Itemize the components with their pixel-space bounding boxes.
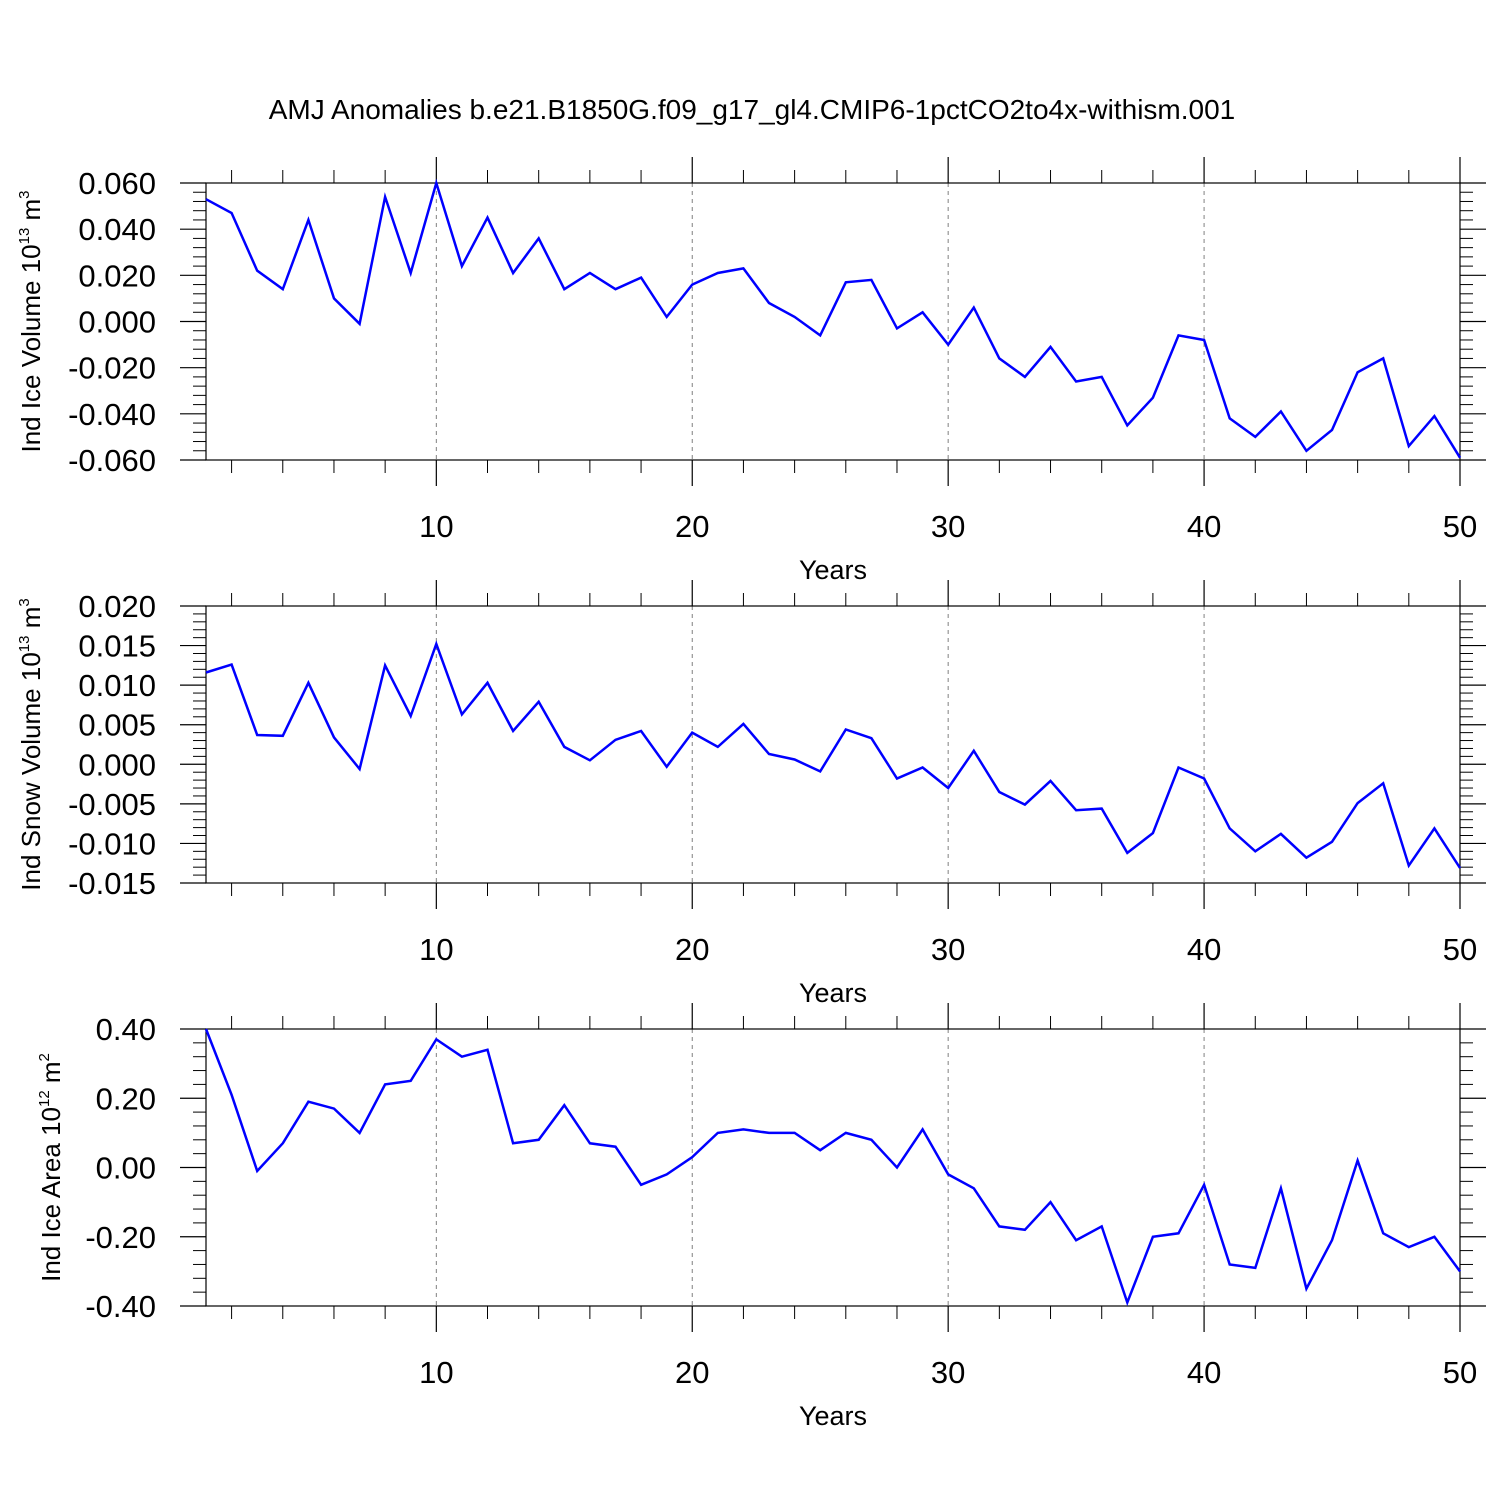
y-tick-label: 0.010	[78, 668, 156, 703]
y-tick-label: 0.000	[78, 305, 156, 340]
plot-frame	[205, 1028, 1461, 1307]
x-tick-label: 30	[931, 932, 965, 967]
x-axis-label: Years	[799, 978, 867, 1008]
y-tick-label: -0.015	[68, 866, 156, 901]
y-tick-label: 0.20	[96, 1081, 156, 1116]
y-tick-label: 0.060	[78, 166, 156, 201]
y-tick-label: -0.40	[85, 1289, 156, 1324]
x-tick-label: 30	[931, 1355, 965, 1390]
y-tick-label: 0.015	[78, 629, 156, 664]
x-axis-label: Years	[799, 1401, 867, 1431]
panel-3: 0.40 0.20 0.00 -0.20 -0.40 10 20 30 40 50 Years Ind…	[36, 1003, 1486, 1431]
x-tick-label: 50	[1443, 509, 1477, 544]
y-tick-label: 0.00	[96, 1151, 156, 1186]
y-axis-label: Ind Snow Volume 1013 m3	[16, 598, 46, 890]
x-axis-label: Years	[799, 555, 867, 585]
series-line	[204, 1028, 1462, 1307]
panel-2: 0.020 0.015 0.010 0.005 0.000 -0.005 -0.010 -0.…	[16, 580, 1486, 1008]
y-axis-label: Ind Ice Area 1012 m2	[36, 1053, 66, 1282]
x-tick-label: 40	[1187, 509, 1221, 544]
y-tick-label: -0.020	[68, 351, 156, 386]
y-tick-label: 0.040	[78, 212, 156, 247]
x-tick-label: 10	[419, 932, 453, 967]
y-tick-label: -0.20	[85, 1220, 156, 1255]
x-tick-label: 20	[675, 509, 709, 544]
x-tick-label: 10	[419, 509, 453, 544]
x-tick-label: 20	[675, 1355, 709, 1390]
y-tick-label: 0.000	[78, 747, 156, 782]
panel-1: 0.060 0.040 0.020 0.000 -0.020 -0.040 -0.060 10…	[16, 157, 1486, 585]
y-axis-label: Ind Ice Volume 1013 m3	[16, 190, 46, 452]
series-line	[205, 640, 1462, 869]
x-tick-label: 50	[1443, 1355, 1477, 1390]
x-tick-label: 20	[675, 932, 709, 967]
y-tick-label: -0.040	[68, 397, 156, 432]
x-tick-label: 50	[1443, 932, 1477, 967]
panels: 0.060 0.040 0.020 0.000 -0.020 -0.040 -0.060 10…	[16, 157, 1486, 1431]
plot-frame	[205, 605, 1461, 884]
x-tick-label: 40	[1187, 1355, 1221, 1390]
y-tick-label: 0.020	[78, 258, 156, 293]
x-tick-label: 30	[931, 509, 965, 544]
x-tick-label: 40	[1187, 932, 1221, 967]
y-tick-label: -0.060	[68, 443, 156, 478]
chart-title: AMJ Anomalies b.e21.B1850G.f09_g17_gl4.C…	[269, 94, 1236, 125]
y-tick-label: 0.020	[78, 589, 156, 624]
y-tick-label: -0.010	[68, 826, 156, 861]
series-line	[205, 178, 1462, 459]
y-tick-label: -0.005	[68, 787, 156, 822]
y-tick-label: 0.005	[78, 708, 156, 743]
x-tick-label: 10	[419, 1355, 453, 1390]
y-tick-label: 0.40	[96, 1012, 156, 1047]
